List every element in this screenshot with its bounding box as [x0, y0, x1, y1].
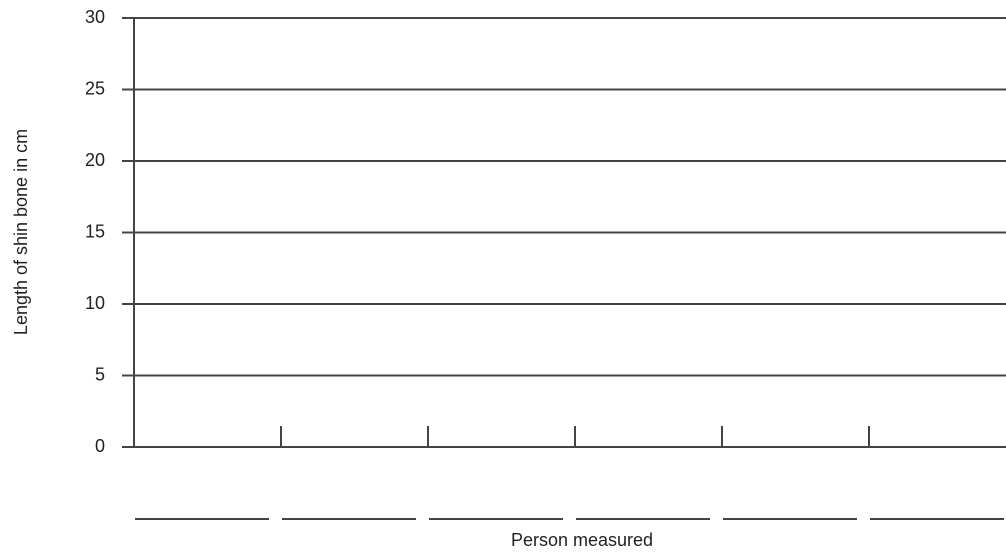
y-tick-label: 25: [85, 78, 105, 98]
y-tick-label: 30: [85, 7, 105, 27]
y-tick-label: 10: [85, 293, 105, 313]
x-axis-label: Person measured: [511, 530, 653, 550]
y-tick-label: 5: [95, 364, 105, 384]
y-axis-label: Length of shin bone in cm: [11, 129, 31, 335]
y-tick-label: 20: [85, 150, 105, 170]
y-tick-label: 15: [85, 221, 105, 241]
y-tick-label: 0: [95, 436, 105, 456]
